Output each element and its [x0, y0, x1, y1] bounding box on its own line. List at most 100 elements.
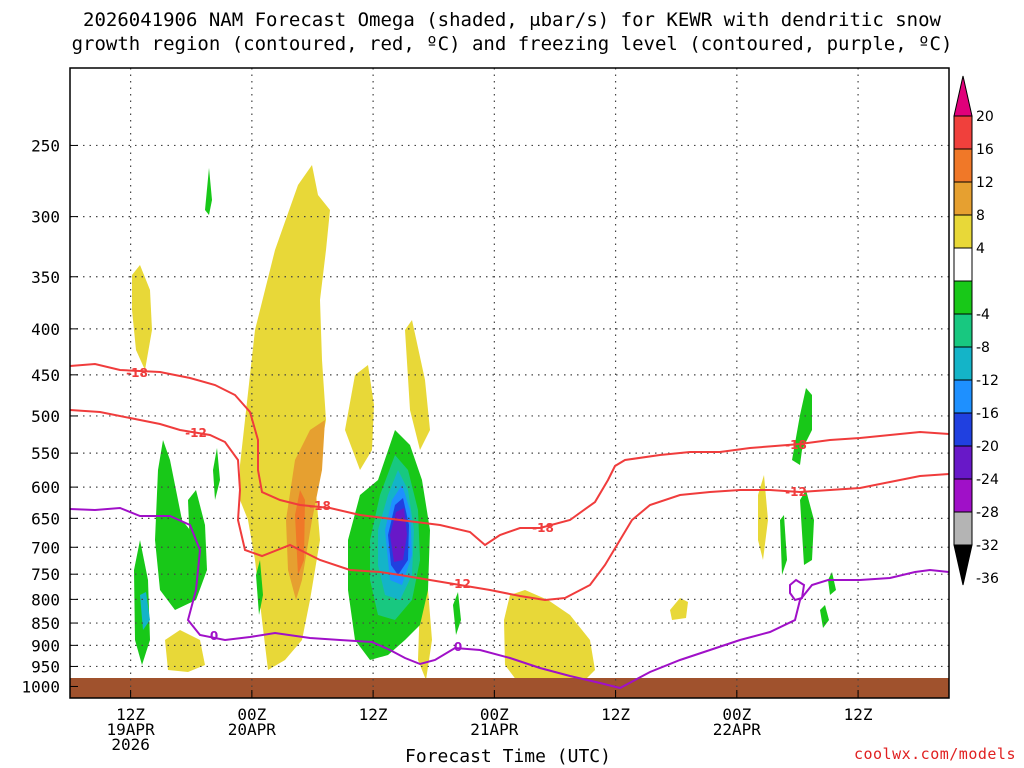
- omega-area: [295, 490, 305, 575]
- y-tick-label: 400: [31, 320, 60, 339]
- contour-label-minus18: -18: [532, 521, 554, 535]
- omega-area: [345, 365, 374, 470]
- colorbar-bin: [953, 181, 973, 216]
- omega-area: [205, 168, 212, 215]
- chart-title-line-2: growth region (contoured, red, ºC) and f…: [71, 33, 953, 55]
- y-tick-label: 250: [31, 136, 60, 155]
- colorbar-label: -36: [976, 571, 999, 587]
- y-tick-label: 600: [31, 478, 60, 497]
- omega-area: [256, 560, 263, 615]
- contour-labels: -18 -12 -18 -18 -12 -18 -12 0 0: [126, 366, 807, 654]
- x-tick-label: 22APR: [713, 720, 762, 739]
- colorbar-bin: [953, 346, 973, 381]
- colorbar-bin: [953, 247, 973, 282]
- contour-label-minus18: -18: [309, 499, 331, 513]
- contour-label-minus12: -12: [185, 426, 207, 440]
- site-credit[interactable]: coolwx.com/models: [853, 745, 1016, 763]
- colorbar: 20 16 12 8 4 -4 -8 -12 -16 -20 -24 -28 -32 -36: [953, 75, 999, 587]
- grid-lines: [70, 68, 949, 698]
- colorbar-bin: [953, 280, 973, 315]
- omega-area: [140, 592, 150, 630]
- omega-area: [132, 265, 152, 370]
- x-axis-title: Forecast Time (UTC): [405, 746, 611, 767]
- colorbar-label: -24: [976, 472, 999, 488]
- colorbar-label: 4: [976, 241, 985, 257]
- colorbar-bin: [953, 544, 973, 586]
- omega-area: [405, 320, 430, 450]
- y-tick-label: 900: [31, 636, 60, 655]
- x-tick-label: 00Z: [722, 705, 751, 724]
- omega-area: [780, 515, 787, 575]
- x-tick-label: 12Z: [359, 705, 388, 724]
- colorbar-bin: [953, 148, 973, 183]
- y-axis: 250 300 350 400 450 500 550 600 650 700 750 800 850 9…: [21, 136, 78, 696]
- contour-label-minus18: -18: [785, 438, 807, 452]
- temperature-contours: [70, 362, 949, 690]
- omega-area: [286, 420, 325, 600]
- x-tick-label: 00Z: [480, 705, 509, 724]
- omega-area: [453, 592, 461, 635]
- y-tick-label: 750: [31, 565, 60, 584]
- omega-area: [800, 490, 814, 565]
- colorbar-label: -16: [976, 406, 999, 422]
- ground-surface: [70, 678, 949, 698]
- y-tick-label: 950: [31, 657, 60, 676]
- colorbar-label: 12: [976, 175, 994, 191]
- contour-zero: [70, 506, 949, 690]
- x-tick-label: 20APR: [228, 720, 277, 739]
- x-tick-label: 12Z: [601, 705, 630, 724]
- colorbar-bin: [953, 511, 973, 546]
- contour-zero-loop: [789, 578, 806, 602]
- colorbar-label: 20: [976, 109, 994, 125]
- colorbar-bin: [953, 412, 973, 447]
- x-tick-label: 19APR: [107, 720, 156, 739]
- y-tick-label: 700: [31, 538, 60, 557]
- y-tick-label: 300: [31, 208, 60, 227]
- omega-area: [670, 598, 688, 620]
- omega-area: [390, 508, 407, 562]
- colorbar-label: 16: [976, 142, 994, 158]
- chart-title-line-1: 2026041906 NAM Forecast Omega (shaded, μ…: [83, 9, 941, 31]
- y-tick-label: 850: [31, 614, 60, 633]
- colorbar-bin: [953, 313, 973, 348]
- colorbar-label: -32: [976, 538, 999, 554]
- y-tick-label: 1000: [21, 677, 60, 696]
- colorbar-bin: [953, 214, 973, 249]
- x-tick-label: 21APR: [470, 720, 519, 739]
- colorbar-bin: [953, 75, 973, 117]
- contour-label-minus18: -18: [126, 366, 148, 380]
- colorbar-bin: [953, 478, 973, 513]
- omega-area: [792, 388, 812, 465]
- contour-label-zero: 0: [210, 629, 218, 643]
- colorbar-label: -12: [976, 373, 999, 389]
- plot-frame: [69, 67, 950, 699]
- colorbar-label: -20: [976, 439, 999, 455]
- omega-shading: [132, 165, 836, 685]
- y-tick-label: 800: [31, 590, 60, 609]
- contour-label-minus12: -12: [449, 577, 471, 591]
- x-tick-label: 2026: [111, 735, 150, 754]
- omega-area: [213, 448, 220, 500]
- colorbar-bin: [953, 115, 973, 150]
- omega-area: [165, 630, 205, 672]
- x-tick-label: 00Z: [237, 705, 266, 724]
- y-tick-label: 650: [31, 509, 60, 528]
- colorbar-label: -4: [976, 307, 990, 323]
- x-tick-label: 12Z: [844, 705, 873, 724]
- colorbar-label: -28: [976, 505, 999, 521]
- colorbar-label: -8: [976, 340, 990, 356]
- y-tick-label: 500: [31, 407, 60, 426]
- colorbar-bin: [953, 379, 973, 414]
- y-tick-label: 450: [31, 366, 60, 385]
- x-tick-label: 12Z: [116, 705, 145, 724]
- y-tick-label: 550: [31, 444, 60, 463]
- y-tick-label: 350: [31, 268, 60, 287]
- omega-area: [828, 572, 836, 595]
- omega-area: [504, 590, 595, 685]
- contour-minus18: [70, 362, 949, 547]
- omega-area: [188, 490, 207, 585]
- omega-area: [758, 475, 768, 560]
- omega-area: [240, 165, 330, 670]
